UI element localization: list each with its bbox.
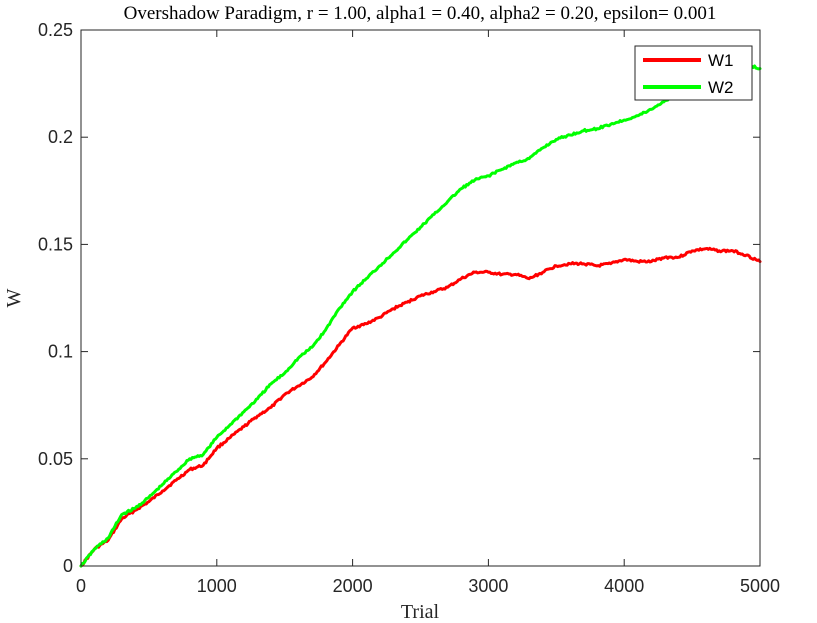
axes-layer <box>80 29 761 567</box>
x-tick-label: 4000 <box>604 576 644 596</box>
y-tick-label: 0.05 <box>38 449 73 469</box>
legend-label-w1: W1 <box>708 51 734 70</box>
series-line-w2 <box>79 62 762 568</box>
chart-title: Overshadow Paradigm, r = 1.00, alpha1 = … <box>124 3 717 24</box>
x-tick-label: 3000 <box>468 576 508 596</box>
y-tick-label: 0.2 <box>48 127 73 147</box>
axes-box <box>80 29 761 567</box>
plot-area <box>81 30 760 566</box>
x-tick-label: 5000 <box>740 576 780 596</box>
y-tick-label: 0.15 <box>38 234 73 254</box>
x-axis-ticks: 0 1000 2000 3000 4000 5000 <box>76 30 780 596</box>
y-tick-label: 0.25 <box>38 20 73 40</box>
series-line-w1 <box>79 246 762 568</box>
x-axis-label: Trial <box>401 601 440 623</box>
y-axis-label: W <box>3 288 25 307</box>
x-tick-label: 2000 <box>333 576 373 596</box>
data-layer <box>79 62 762 568</box>
legend-box <box>634 45 753 101</box>
legend[interactable]: W1 W2 <box>634 45 753 101</box>
y-tick-label: 0.1 <box>48 342 73 362</box>
y-tick-label: 0 <box>63 556 73 576</box>
x-tick-label: 1000 <box>197 576 237 596</box>
legend-label-w2: W2 <box>708 78 734 97</box>
y-axis-ticks: 0 0.05 0.1 0.15 0.2 0.25 <box>38 20 760 576</box>
x-tick-label: 0 <box>76 576 86 596</box>
